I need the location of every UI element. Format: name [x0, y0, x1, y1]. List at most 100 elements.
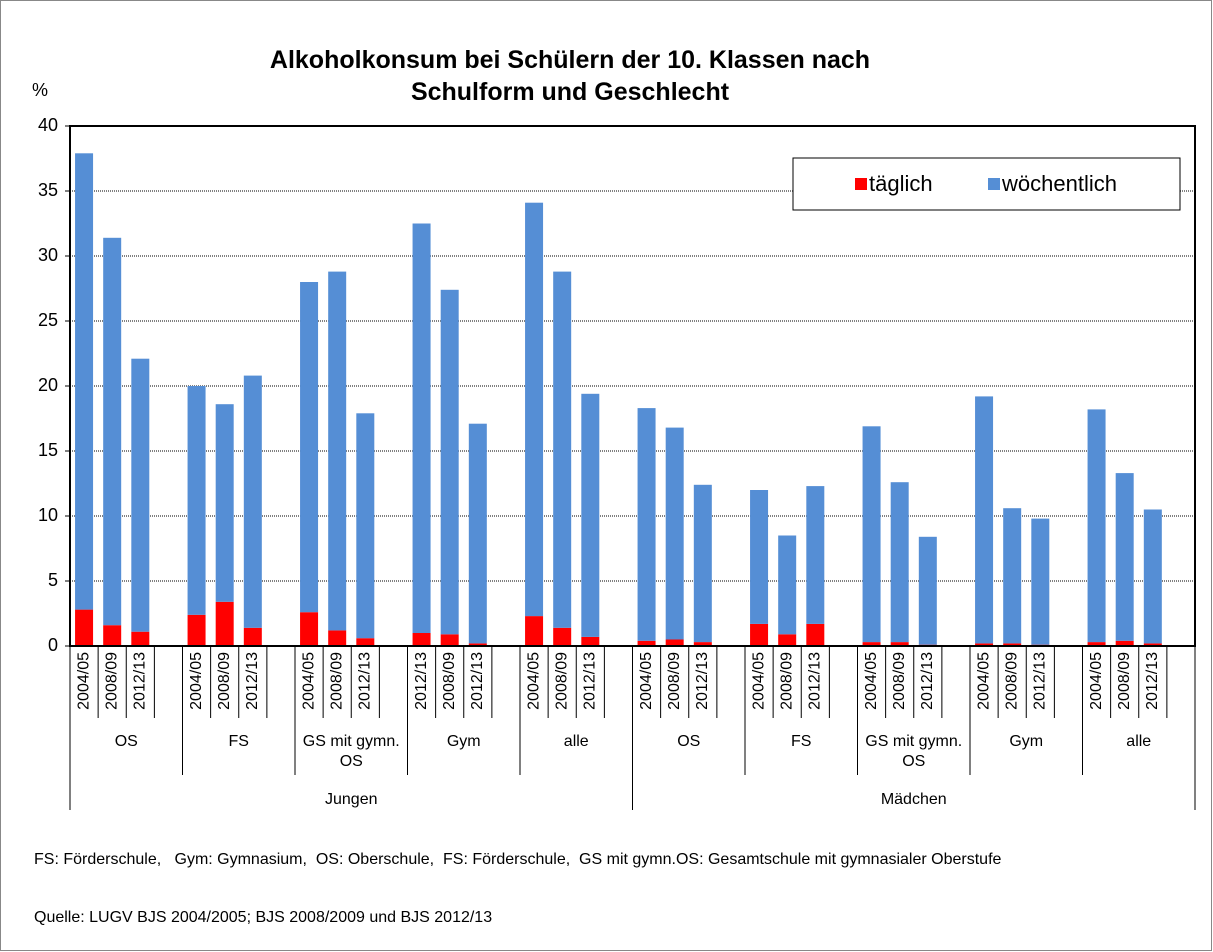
- bar-segment: [412, 633, 431, 646]
- bar-segment: [637, 408, 656, 641]
- bar-segment: [806, 623, 825, 646]
- x-tick-label: 2012/13: [357, 652, 374, 710]
- bar-segment: [581, 636, 600, 646]
- bar-segment: [525, 202, 544, 617]
- x-tick-label: 2004/05: [75, 652, 92, 710]
- bar-segment: [750, 490, 769, 624]
- group-label: OS: [677, 733, 701, 750]
- bar-segment: [75, 609, 94, 646]
- footnote: FS: Förderschule, Gym: Gymnasium, OS: Ob…: [34, 851, 1002, 868]
- bar-segment: [187, 614, 206, 646]
- chart-title: Alkoholkonsum bei Schülern der 10. Klass…: [269, 46, 871, 106]
- bar-segment: [243, 375, 262, 628]
- bar-segment: [778, 634, 797, 646]
- group-label: alle: [1126, 733, 1152, 750]
- bar-segment: [693, 642, 712, 646]
- supergroup-label: Jungen: [325, 791, 378, 808]
- supergroup-label: Mädchen: [881, 791, 947, 808]
- bar-segment: [412, 223, 431, 633]
- source: Quelle: LUGV BJS 2004/2005; BJS 2008/200…: [34, 909, 493, 926]
- x-tick-label: 2004/05: [750, 652, 767, 710]
- bar-segment: [581, 393, 600, 637]
- bar-segment: [440, 289, 459, 635]
- bar-segment: [525, 616, 544, 646]
- x-tick-label: 2008/09: [666, 652, 683, 710]
- bar-segment: [553, 271, 572, 628]
- x-tick-label: 2012/13: [413, 652, 430, 710]
- x-tick-label: 2012/13: [1144, 652, 1161, 710]
- bar-segment: [750, 623, 769, 646]
- bar-segment: [637, 640, 656, 646]
- y-axis-label: %: [32, 80, 49, 100]
- x-tick-label: 2012/13: [1032, 652, 1049, 710]
- x-tick-label: 2008/09: [778, 652, 795, 710]
- bar-segment: [103, 625, 122, 646]
- bar-segment: [328, 630, 347, 646]
- bar-segment: [862, 426, 881, 643]
- group-label: alle: [563, 733, 589, 750]
- y-tick-label: 15: [38, 440, 58, 460]
- x-tick-label: 2012/13: [132, 652, 149, 710]
- bar-segment: [1087, 642, 1106, 646]
- x-tick-label: 2012/13: [244, 652, 261, 710]
- x-tick-label: 2012/13: [582, 652, 599, 710]
- y-tick-label: 30: [38, 245, 58, 265]
- x-tick-label: 2008/09: [553, 652, 570, 710]
- bar-segment: [1115, 473, 1134, 641]
- bar-segment: [187, 386, 206, 615]
- group-label: Gym: [1009, 733, 1044, 750]
- group-label: GS mit gymn. OS: [865, 733, 963, 770]
- group-label: Gym: [446, 733, 481, 750]
- x-tick-label: 2004/05: [863, 652, 880, 710]
- x-tick-label: 2008/09: [891, 652, 908, 710]
- x-tick-label: 2012/13: [469, 652, 486, 710]
- group-label: FS: [228, 733, 249, 750]
- bar-segment: [1143, 643, 1162, 646]
- bar-segment: [468, 423, 487, 644]
- y-tick-label: 20: [38, 375, 58, 395]
- x-tick-label: 2008/09: [216, 652, 233, 710]
- bar-segment: [862, 642, 881, 646]
- y-tick-label: 35: [38, 180, 58, 200]
- bar-segment: [243, 627, 262, 646]
- bar-segment: [1003, 508, 1022, 644]
- y-tick-label: 40: [38, 115, 58, 135]
- legend-label: wöchentlich: [1001, 171, 1117, 196]
- x-tick-label: 2004/05: [300, 652, 317, 710]
- bar-segment: [665, 427, 684, 640]
- bar-segment: [215, 404, 234, 602]
- bar-segment: [975, 643, 994, 646]
- x-tick-label: 2008/09: [1003, 652, 1020, 710]
- legend-box: [792, 157, 1181, 211]
- group-label: GS mit gymn. OS: [302, 733, 400, 770]
- x-tick-label: 2012/13: [919, 652, 936, 710]
- legend-label: täglich: [869, 171, 933, 196]
- bar-segment: [103, 237, 122, 626]
- bar-segment: [1031, 518, 1050, 645]
- bar-segment: [693, 484, 712, 643]
- bar-segment: [356, 638, 375, 646]
- bar-segment: [918, 536, 937, 645]
- y-tick-label: 5: [48, 570, 58, 590]
- x-tick-label: 2012/13: [807, 652, 824, 710]
- bar-segment: [1087, 409, 1106, 643]
- bar-segment: [75, 153, 94, 610]
- x-tick-label: 2004/05: [1088, 652, 1105, 710]
- x-tick-label: 2008/09: [1116, 652, 1133, 710]
- group-label: FS: [791, 733, 812, 750]
- bar-segment: [328, 271, 347, 631]
- bar-segment: [356, 413, 375, 639]
- bar-segment: [890, 642, 909, 646]
- bar-segment: [1003, 643, 1022, 646]
- group-label: OS: [114, 733, 138, 750]
- bar-segment: [468, 643, 487, 646]
- bar-segment: [300, 282, 319, 613]
- plot-border: [69, 125, 1196, 647]
- legend-swatch: [988, 178, 1000, 190]
- bar-segment: [300, 612, 319, 646]
- bar-segment: [215, 601, 234, 646]
- bar-segment: [1115, 640, 1134, 646]
